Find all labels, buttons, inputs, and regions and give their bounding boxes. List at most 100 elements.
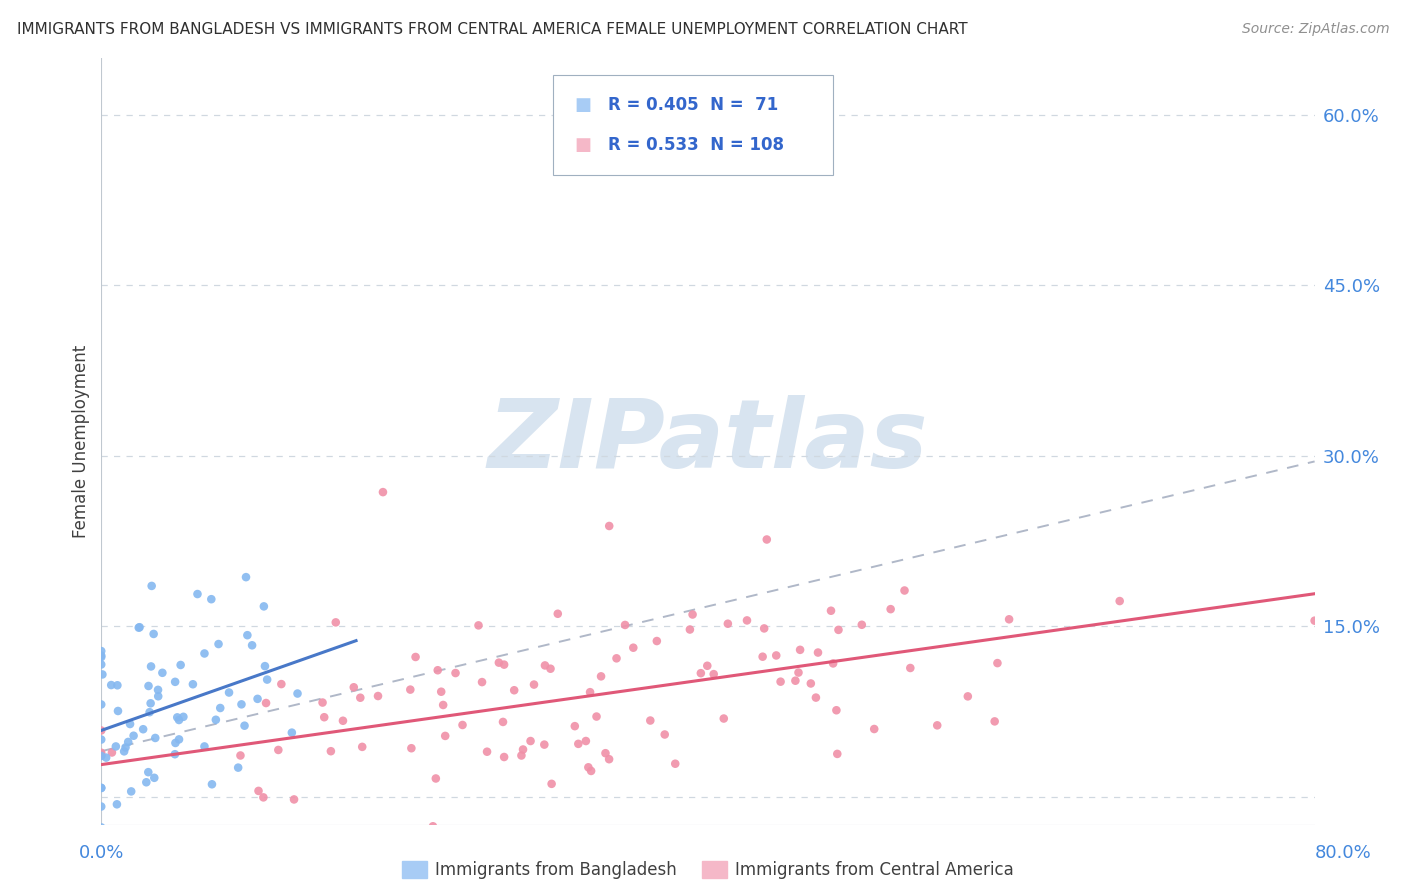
Point <box>219 823 242 838</box>
Point <box>104 739 127 754</box>
Point <box>252 790 274 805</box>
Point <box>804 690 827 705</box>
Point <box>471 675 494 690</box>
Point <box>595 746 617 760</box>
Point <box>141 579 163 593</box>
Point <box>90 746 112 760</box>
Point <box>120 784 142 798</box>
Point <box>314 710 336 724</box>
Point <box>823 657 845 671</box>
Point <box>512 742 534 756</box>
Point <box>349 690 371 705</box>
Point <box>451 718 474 732</box>
Point <box>765 648 787 663</box>
Point <box>138 705 160 719</box>
Point <box>735 614 758 628</box>
Point <box>236 628 259 642</box>
Point <box>253 599 276 614</box>
Point <box>998 612 1021 626</box>
Point <box>579 764 602 778</box>
Point <box>927 718 949 732</box>
Point <box>983 714 1005 729</box>
Point <box>90 644 112 658</box>
Point <box>233 719 256 733</box>
Point <box>467 618 489 632</box>
Text: 80.0%: 80.0% <box>1315 844 1371 862</box>
Point <box>165 736 187 750</box>
Point <box>231 698 253 712</box>
Point <box>90 823 112 838</box>
Point <box>167 713 190 727</box>
Point <box>193 647 215 661</box>
Point <box>519 734 541 748</box>
Point <box>367 689 389 703</box>
Point <box>267 743 290 757</box>
Point <box>167 732 190 747</box>
Point <box>494 657 516 672</box>
Point <box>540 777 562 791</box>
Point <box>90 780 112 795</box>
Point <box>589 669 612 683</box>
Point <box>430 684 453 698</box>
Point <box>146 682 169 697</box>
Point <box>533 738 555 752</box>
Point <box>246 691 269 706</box>
Point <box>827 623 849 637</box>
Point <box>769 674 792 689</box>
Point <box>343 680 366 694</box>
Point <box>754 622 776 636</box>
Point <box>122 729 145 743</box>
Text: ■: ■ <box>575 136 592 154</box>
Point <box>579 685 602 699</box>
Point <box>807 646 830 660</box>
Point <box>90 821 112 835</box>
Point <box>879 602 901 616</box>
Point <box>148 690 170 704</box>
Point <box>664 756 686 771</box>
Point <box>90 823 112 838</box>
Point <box>863 722 886 736</box>
Point <box>104 823 127 838</box>
Point <box>492 714 515 729</box>
Point <box>422 819 444 833</box>
Point <box>235 570 257 584</box>
Point <box>112 744 135 758</box>
Point <box>332 714 354 728</box>
Point <box>703 667 725 681</box>
Text: R = 0.405  N =  71: R = 0.405 N = 71 <box>609 95 779 114</box>
Point <box>247 784 270 798</box>
Point <box>325 615 347 630</box>
Point <box>101 746 124 760</box>
Text: IMMIGRANTS FROM BANGLADESH VS IMMIGRANTS FROM CENTRAL AMERICA FEMALE UNEMPLOYMEN: IMMIGRANTS FROM BANGLADESH VS IMMIGRANTS… <box>17 22 967 37</box>
Point <box>90 732 112 747</box>
Point <box>800 676 823 690</box>
Point <box>90 748 112 763</box>
Point <box>401 741 423 756</box>
Point <box>218 685 240 699</box>
Point <box>503 683 526 698</box>
Point <box>165 674 187 689</box>
Point <box>654 727 676 741</box>
Point <box>138 679 160 693</box>
Point <box>90 780 112 795</box>
Point <box>229 748 252 763</box>
Point <box>679 623 702 637</box>
Point <box>1303 614 1326 628</box>
Point <box>621 640 644 655</box>
Point <box>105 678 128 692</box>
Point <box>254 696 277 710</box>
Point <box>682 607 704 622</box>
Point <box>107 704 129 718</box>
Point <box>139 696 162 710</box>
Legend: Immigrants from Bangladesh, Immigrants from Central America: Immigrants from Bangladesh, Immigrants f… <box>395 855 1021 886</box>
Point <box>585 709 607 723</box>
Point <box>564 719 586 733</box>
Point <box>717 616 740 631</box>
Point <box>787 665 810 680</box>
FancyBboxPatch shape <box>553 75 832 176</box>
Text: ZIPatlas: ZIPatlas <box>488 395 928 488</box>
Point <box>785 673 807 688</box>
Point <box>986 656 1008 670</box>
Point <box>475 745 498 759</box>
Point <box>181 677 204 691</box>
